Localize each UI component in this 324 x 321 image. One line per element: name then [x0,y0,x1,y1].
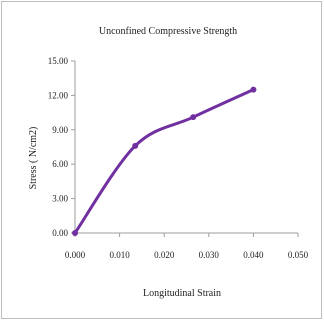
data-point [250,86,257,93]
x-tick-label: 0.020 [154,250,175,260]
chart-title: Unconfined Compressive Strength [99,26,237,37]
x-axis-label: Longitudinal Strain [143,288,221,299]
y-axis-label: Stress ( N/cm2) [28,127,39,190]
y-tick-label: 15.00 [48,56,69,66]
y-tick-label: 12.00 [48,90,69,100]
x-tick-label: 0.030 [199,250,220,260]
x-axis-ticks: 0.000 0.010 0.020 0.030 0.040 0.050 [65,233,309,260]
x-tick-label: 0.050 [288,250,309,260]
x-tick-label: 0.000 [65,250,86,260]
series-markers [72,86,257,236]
x-tick-label: 0.010 [109,250,130,260]
data-point [190,114,197,121]
data-point [72,230,78,236]
series-line [73,88,255,235]
data-point [132,142,139,149]
x-tick-label: 0.040 [243,250,264,260]
y-tick-label: 9.00 [52,125,68,135]
y-tick-label: 6.00 [52,159,68,169]
y-axis-ticks: 0.00 3.00 6.00 9.00 12.00 15.00 [48,56,75,238]
y-tick-label: 3.00 [52,194,68,204]
y-tick-label: 0.00 [52,228,68,238]
